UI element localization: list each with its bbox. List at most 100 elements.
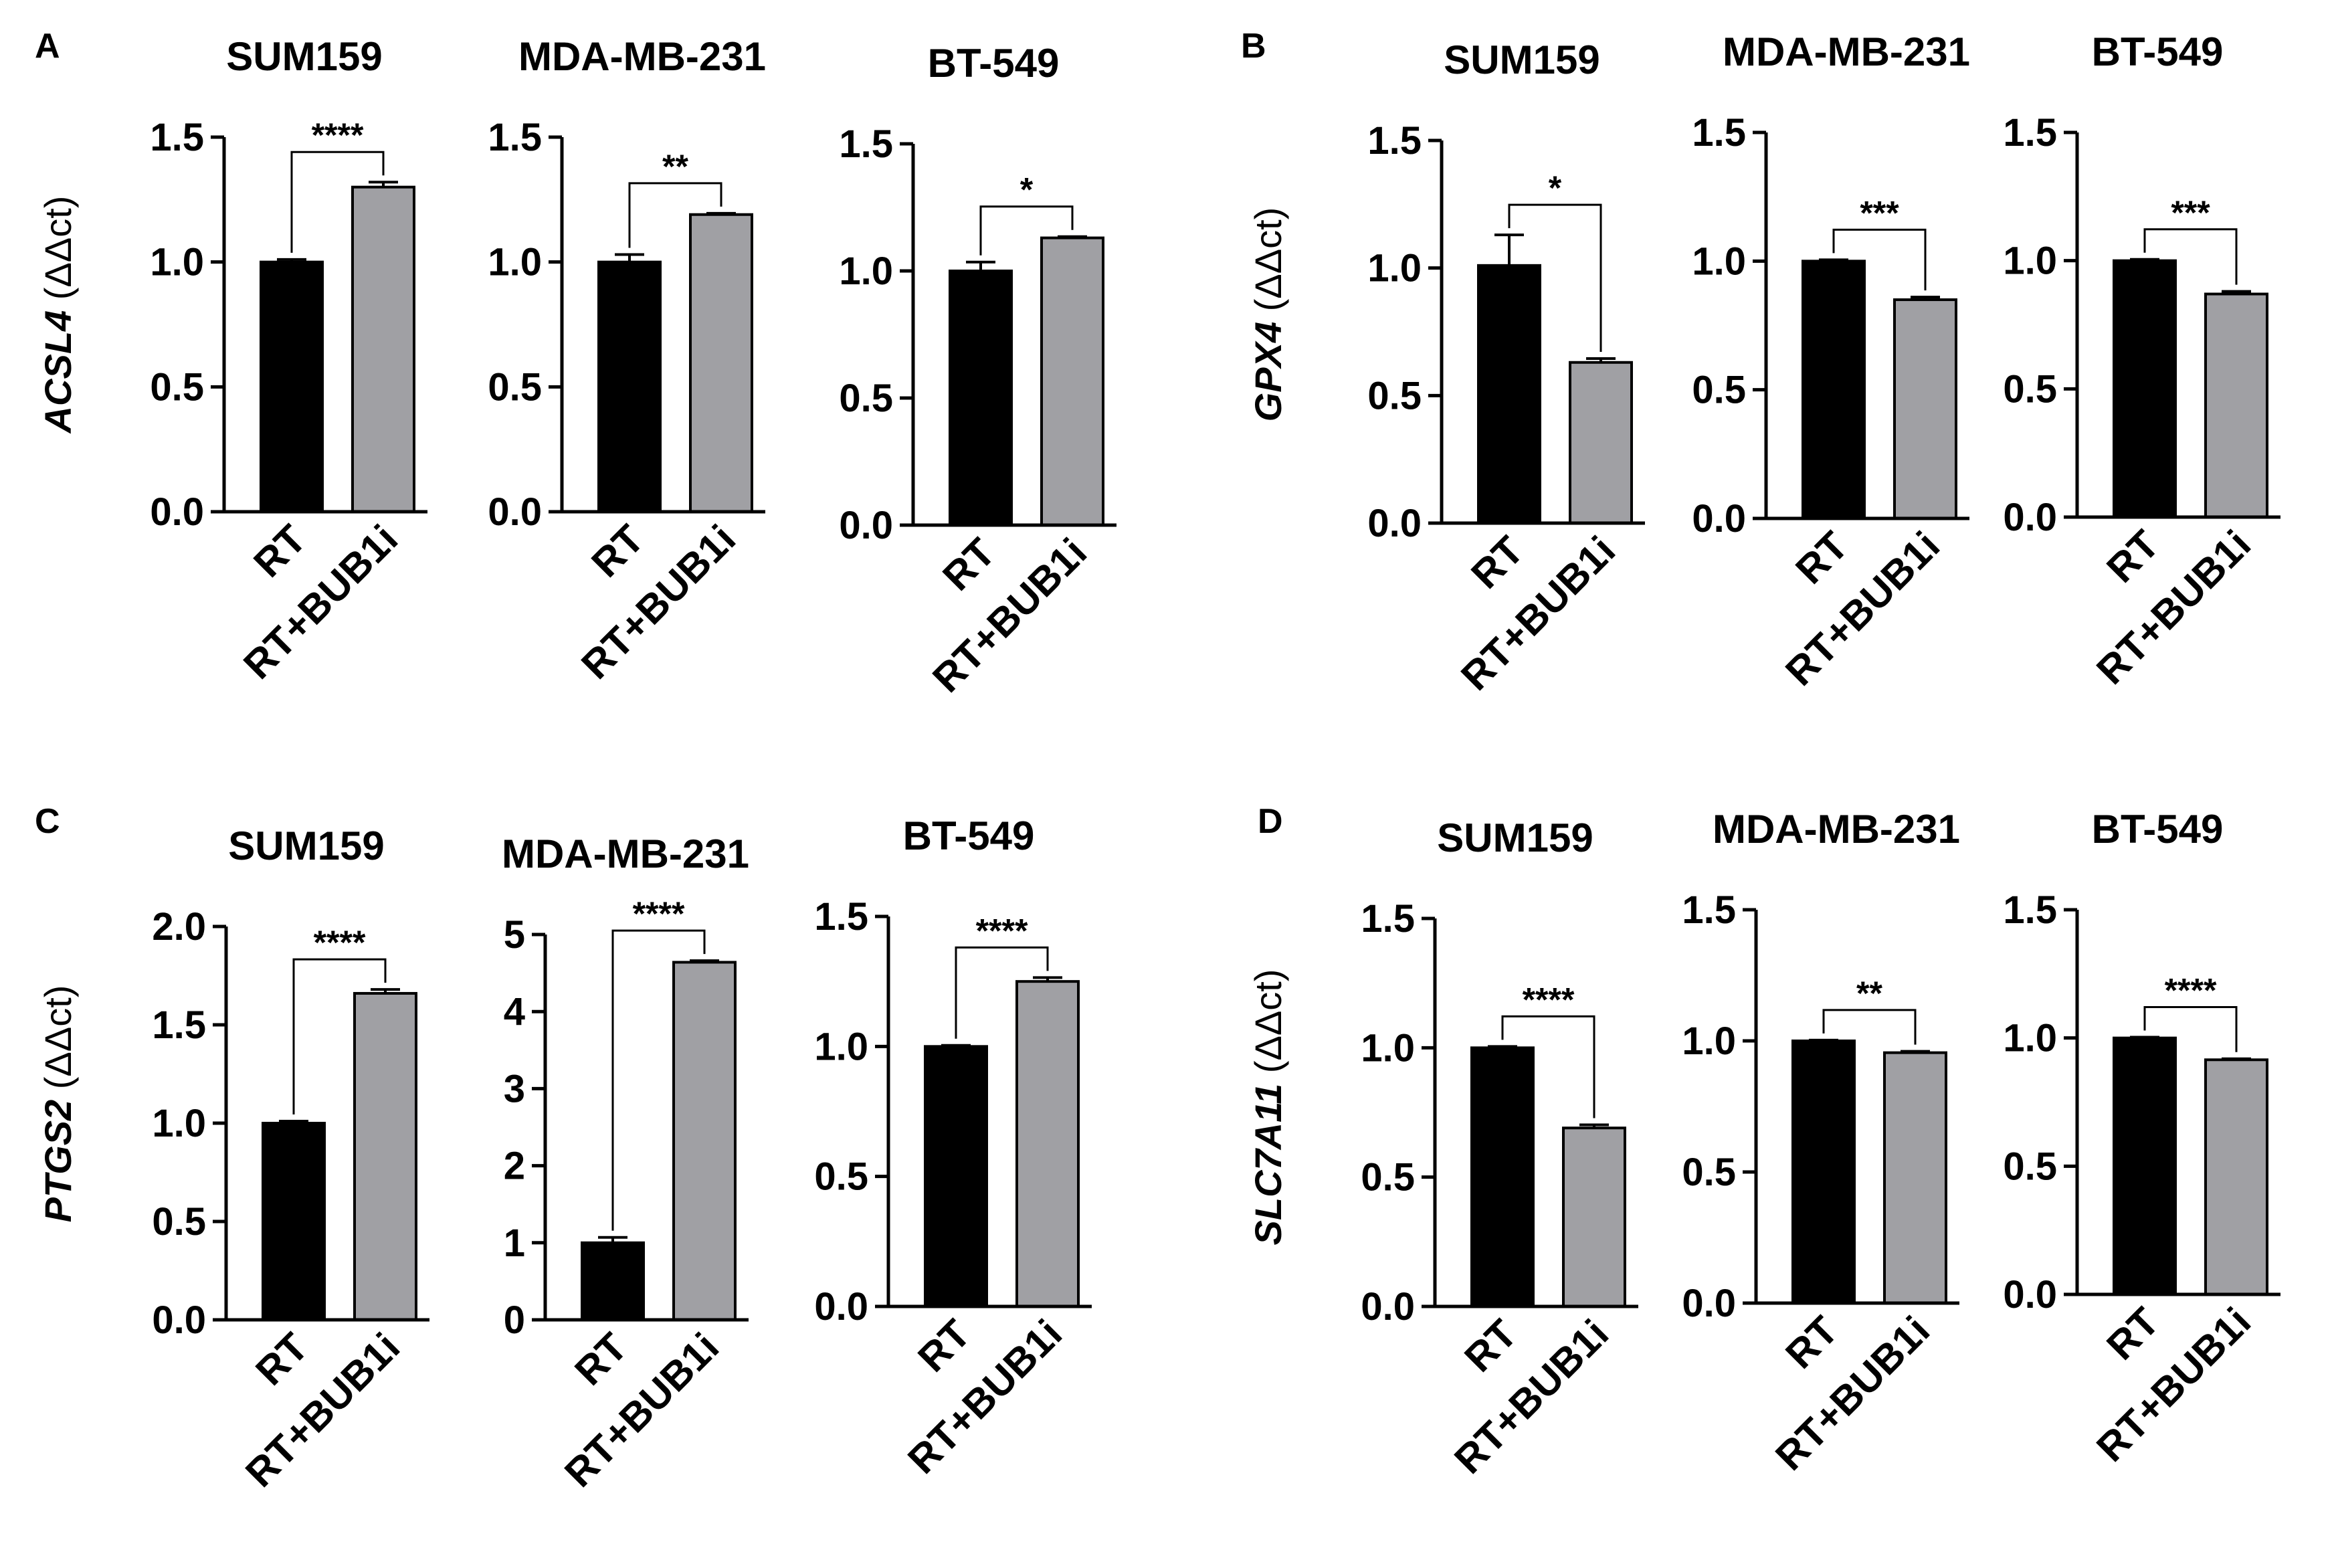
significance-bracket — [1501, 1015, 1595, 1118]
significance-stars: **** — [633, 895, 685, 933]
significance-stars: **** — [314, 924, 366, 961]
y-tick-label: 1.5 — [488, 116, 542, 159]
significance-bracket — [979, 205, 1074, 256]
x-category-label: RT — [1456, 1311, 1525, 1381]
y-tick-label: 0.5 — [814, 1155, 868, 1199]
y-tick-label: 1.0 — [150, 241, 204, 284]
bar-rt — [597, 260, 662, 513]
y-tick-label: 1.5 — [1367, 119, 1422, 163]
y-tick-label: 0.5 — [2003, 1145, 2057, 1188]
significance-bracket — [1508, 203, 1602, 353]
bar-rt-bub1i — [2204, 1058, 2268, 1296]
chart-title: SUM159 — [226, 34, 382, 79]
bar-rt — [2113, 259, 2177, 518]
y-tick-label: 1.5 — [814, 895, 868, 939]
bar-rt — [1470, 1046, 1535, 1308]
bar-rt — [262, 1122, 326, 1321]
panel-letter-a: A — [35, 27, 60, 66]
ylabel-a: ACSL4 (ΔΔct) — [37, 196, 79, 435]
significance-bracket — [1832, 228, 1927, 291]
bar-rt — [1802, 260, 1866, 520]
y-tick-label: 0.5 — [1367, 374, 1422, 417]
significance-bracket — [628, 182, 722, 248]
x-category-label: RT — [2098, 1299, 2167, 1369]
significance-stars: ** — [662, 148, 688, 185]
panel-letter-d: D — [1258, 802, 1283, 841]
y-tick-label: 0.0 — [2003, 1273, 2057, 1316]
y-tick-label: 4 — [504, 990, 525, 1034]
significance-bracket — [290, 151, 385, 253]
y-tick-label: 0.5 — [488, 365, 542, 409]
y-tick-label: 0.0 — [488, 490, 542, 534]
significance-bracket — [1822, 1009, 1917, 1045]
y-tick-label: 1.0 — [1367, 247, 1422, 290]
bar-rt — [2113, 1036, 2177, 1296]
y-tick-label: 0.0 — [1692, 497, 1746, 541]
y-tick-label: 0.0 — [150, 490, 204, 534]
bar-rt-bub1i — [351, 185, 415, 513]
y-tick-label: 1.5 — [839, 122, 893, 166]
chart-title: SUM159 — [228, 823, 384, 868]
y-tick-label: 2 — [504, 1145, 525, 1188]
y-tick-label: 0.5 — [1361, 1156, 1415, 1199]
y-tick-label: 0.5 — [1692, 369, 1746, 412]
bar-rt — [260, 260, 324, 513]
bar-rt — [1477, 264, 1541, 524]
y-tick-label: 1.0 — [1361, 1026, 1415, 1070]
y-tick-label: 1.0 — [1682, 1019, 1736, 1063]
significance-stars: **** — [2165, 972, 2217, 1009]
y-tick-label: 1.0 — [814, 1025, 868, 1068]
y-tick-label: 0 — [504, 1298, 525, 1342]
y-tick-label: 0.0 — [814, 1285, 868, 1329]
y-tick-label: 1.5 — [150, 116, 204, 159]
y-tick-label: 1.5 — [2003, 111, 2057, 155]
y-tick-label: 1.5 — [1361, 897, 1415, 941]
significance-stars: * — [1020, 171, 1034, 209]
y-tick-label: 0.5 — [2003, 367, 2057, 411]
y-tick-label: 0.0 — [1367, 502, 1422, 545]
x-category-label: RT — [909, 1311, 979, 1381]
y-tick-label: 3 — [504, 1067, 525, 1110]
chart-title: BT-549 — [903, 813, 1035, 858]
bar-rt — [1791, 1040, 1856, 1304]
y-tick-label: 1.5 — [1682, 888, 1736, 932]
bar-rt-bub1i — [1883, 1051, 1947, 1304]
bar-rt — [949, 270, 1013, 526]
significance-stars: *** — [1860, 194, 1899, 231]
x-category-label: RT — [1462, 528, 1532, 597]
x-category-label: RT — [1777, 1308, 1846, 1377]
y-tick-label: 1.0 — [839, 250, 893, 293]
y-tick-label: 1.0 — [488, 241, 542, 284]
x-category-label: RT — [1787, 523, 1856, 593]
y-tick-label: 0.0 — [1682, 1282, 1736, 1325]
significance-bracket — [292, 958, 387, 1115]
significance-bracket — [2143, 228, 2238, 285]
y-tick-label: 5 — [504, 913, 525, 957]
significance-stars: **** — [1523, 981, 1575, 1018]
bar-rt-bub1i — [1015, 980, 1080, 1308]
y-tick-label: 0.0 — [2003, 496, 2057, 539]
chart-title: MDA-MB-231 — [1723, 29, 1970, 74]
y-tick-label: 0.5 — [152, 1200, 206, 1244]
ylabel-c: PTGS2 (ΔΔct) — [37, 985, 79, 1223]
y-tick-label: 1.0 — [1692, 239, 1746, 283]
chart-title: BT-549 — [2092, 807, 2224, 852]
bar-rt — [924, 1045, 988, 1308]
y-tick-label: 1.5 — [152, 1003, 206, 1047]
bar-rt — [581, 1241, 645, 1322]
chart-title: BT-549 — [928, 41, 1060, 86]
significance-stars: ** — [1856, 975, 1882, 1012]
chart-title: MDA-MB-231 — [518, 34, 766, 79]
x-category-label: RT — [245, 516, 314, 586]
significance-stars: **** — [976, 912, 1028, 949]
x-category-label: RT — [583, 516, 652, 586]
x-category-label: RT — [934, 530, 1003, 599]
